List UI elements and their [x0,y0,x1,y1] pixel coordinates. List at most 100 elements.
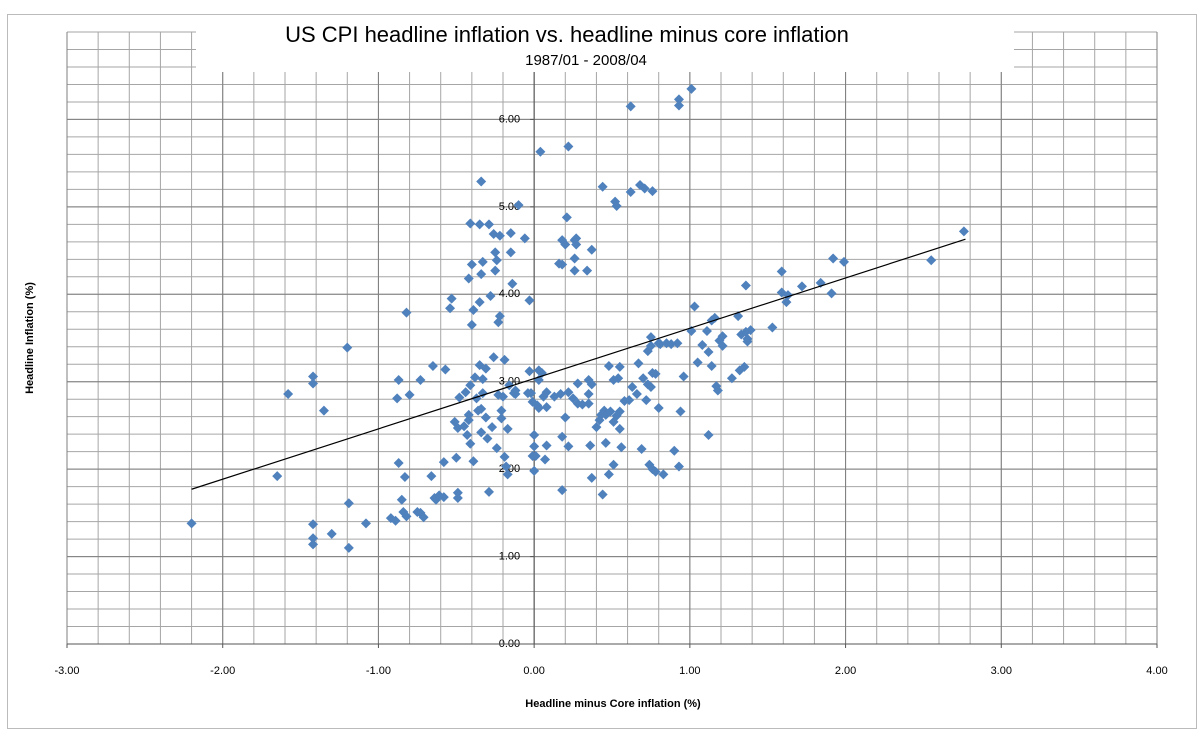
scatter-point [655,339,666,350]
scatter-point [560,239,571,250]
scatter-point [399,472,410,483]
scatter-point [308,539,319,550]
scatter-point [446,293,457,304]
scatter-point [459,421,470,432]
scatter-point [658,469,669,480]
scatter-point [474,219,485,230]
scatter-point [689,301,700,312]
scatter-point [624,395,635,406]
scatter-point [555,388,566,399]
scatter-point [586,472,597,483]
scatter-point [561,212,572,223]
scatter-point [272,471,283,482]
scatter-point [308,378,319,389]
scatter-point [438,492,449,503]
scatter-point [186,518,197,529]
scatter-point [781,297,792,308]
scatter-point [650,368,661,379]
scatter-point [597,181,608,192]
scatter-point [480,412,491,423]
x-tick-label: 2.00 [835,665,856,677]
scatter-point [586,379,597,390]
scatter-point [603,469,614,480]
scatter-point [692,357,703,368]
scatter-point [926,255,937,266]
scatter-point [614,423,625,434]
scatter-point [476,427,487,438]
scatter-point [541,440,552,451]
x-tick-label: 0.00 [523,665,544,677]
scatter-point [673,94,684,105]
scatter-point [494,230,505,241]
scatter-point [673,461,684,472]
scatter-point [826,288,837,299]
trend-line [191,238,966,490]
scatter-point [529,430,540,441]
scatter-point [535,146,546,157]
chart-subtitle: 1987/01 - 2008/04 [525,52,647,69]
scatter-point [496,405,507,416]
scatter-point [572,378,583,389]
scatter-point [530,451,541,462]
scatter-point [501,461,512,472]
scatter-point [524,295,535,306]
scatter-point [510,385,521,396]
scatter-point [582,265,593,276]
scatter-point [529,441,540,452]
scatter-point [524,366,535,377]
scatter-point [767,322,778,333]
scatter-point [828,253,839,264]
x-tick-label: 3.00 [991,665,1012,677]
scatter-point [529,465,540,476]
scatter-point [393,458,404,469]
scatter-point [360,518,371,529]
scatter-point [726,373,737,384]
scatter-point [631,388,642,399]
scatter-point [541,387,552,398]
scatter-point [557,259,568,270]
scatter-point [526,388,537,399]
scatter-point [452,487,463,498]
scatter-point [513,200,524,211]
title-box [196,15,1014,72]
scatter-point [614,361,625,372]
scatter-point [418,512,429,523]
scatter-point [697,339,708,350]
scatter-point [645,381,656,392]
scatter-point [600,437,611,448]
scatter-point [650,466,661,477]
scatter-point [563,141,574,152]
chart-frame [7,14,1197,729]
scatter-point [569,253,580,264]
scatter-point [740,280,751,291]
scatter-point [796,281,807,292]
scatter-point [641,395,652,406]
scatter-point [454,392,465,403]
scatter-point [477,256,488,267]
scatter-point [466,259,477,270]
scatter-point [608,459,619,470]
scatter-point [308,519,319,530]
scatter-point [519,233,530,244]
scatter-point [557,431,568,442]
scatter-point [396,494,407,505]
scatter-point [666,339,677,350]
scatter-point [712,385,723,396]
x-tick-label: -1.00 [366,665,391,677]
scatter-point [477,374,488,385]
scatter-point [571,239,582,250]
scatter-point [636,444,647,455]
scatter-point [703,346,714,357]
chart-title: US CPI headline inflation vs. headline m… [285,22,849,47]
y-axis-label: Headline Inflation (%) [24,282,36,394]
scatter-point [616,442,627,453]
scatter-point [686,83,697,94]
scatter-point [468,456,479,467]
y-tick-label: 1.00 [499,550,520,562]
scatter-point [483,486,494,497]
scatter-point [498,391,508,402]
scatter-point [739,361,750,372]
scatter-point [675,406,686,417]
scatter-point [404,389,415,400]
